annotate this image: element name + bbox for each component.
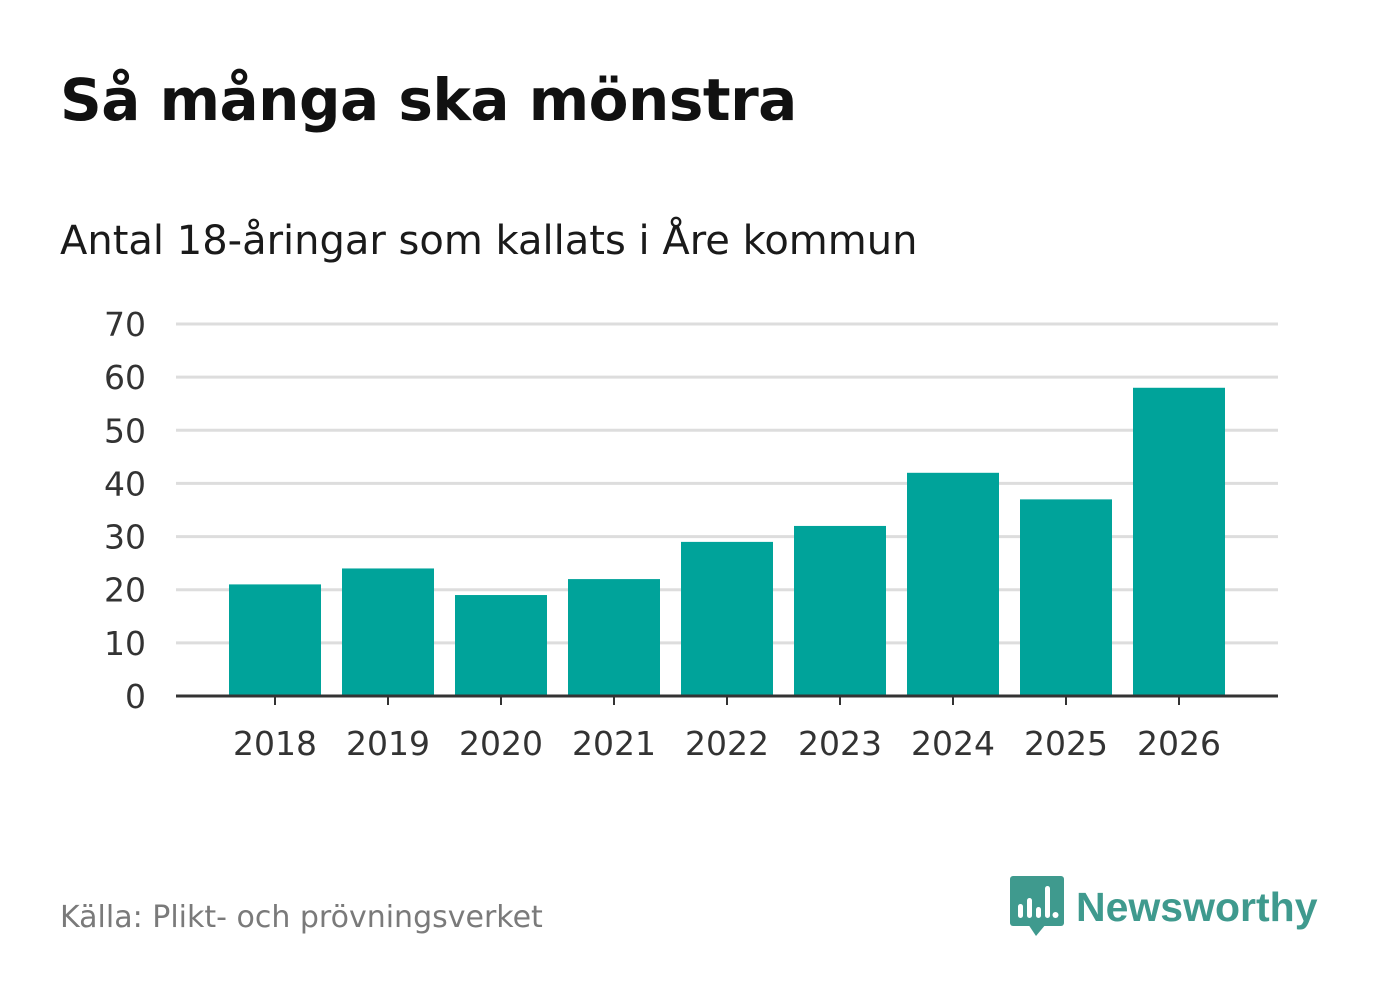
x-tick-label: 2020 (459, 724, 543, 763)
bar-2022 (681, 541, 773, 696)
x-tick-label: 2018 (233, 724, 317, 763)
bar-2025 (1020, 499, 1112, 696)
bar-2020 (455, 595, 547, 696)
brand-logo: Newsworthy (1010, 876, 1318, 938)
x-tick-label: 2019 (346, 724, 430, 763)
bar-2018 (229, 584, 321, 696)
bar-2024 (907, 472, 999, 696)
bar-2019 (342, 568, 434, 696)
x-tick-label: 2025 (1024, 724, 1108, 763)
y-tick-label: 40 (104, 464, 146, 503)
x-tick-label: 2021 (572, 724, 656, 763)
bar-chart: 0 10 20 30 40 50 60 70 2018 2019 2020 2021 2022 2023 2… (104, 305, 1278, 763)
bar-chart-speech-bubble-icon (1010, 876, 1064, 936)
chart-subtitle: Antal 18-åringar som kallats i Åre kommu… (60, 218, 918, 264)
x-tick-label: 2022 (685, 724, 769, 763)
y-tick-label: 60 (104, 358, 146, 397)
x-tick-label: 2023 (798, 724, 882, 763)
y-tick-label: 0 (125, 677, 146, 716)
source-note: Källa: Plikt- och prövningsverket (60, 900, 543, 935)
x-tick-label: 2024 (911, 724, 995, 763)
y-tick-label: 30 (104, 518, 146, 557)
y-tick-label: 20 (104, 571, 146, 610)
bar-2021 (568, 579, 660, 696)
x-tick-label: 2026 (1137, 724, 1221, 763)
y-tick-label: 10 (104, 624, 146, 663)
chart-title: Så många ska mönstra (60, 66, 797, 134)
y-tick-label: 50 (104, 411, 146, 450)
y-tick-label: 70 (104, 305, 146, 344)
brand-name: Newsworthy (1076, 883, 1318, 930)
bar-2023 (794, 525, 886, 696)
bar-2026 (1133, 387, 1225, 696)
